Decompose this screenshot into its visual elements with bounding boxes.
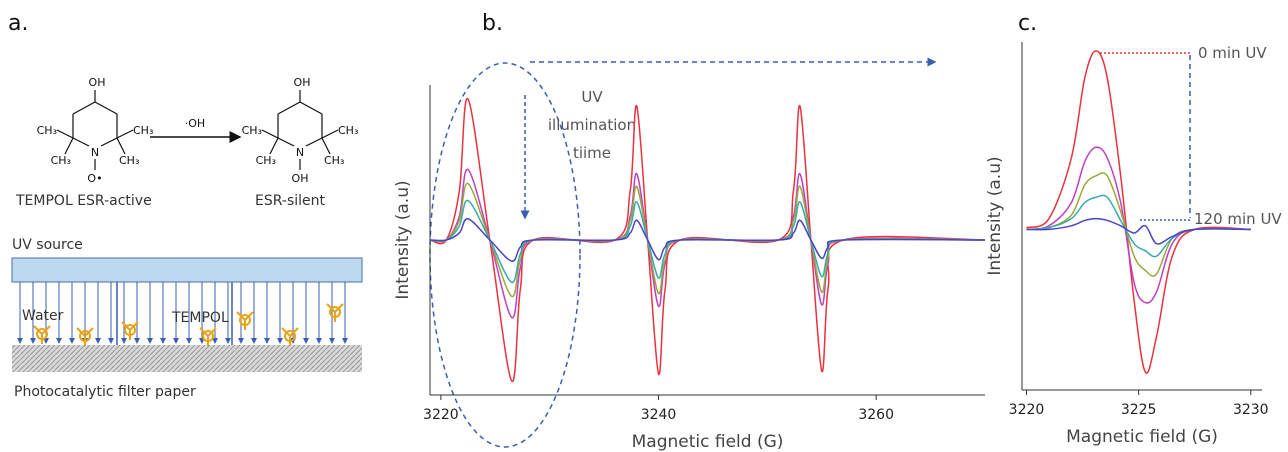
- annotation: UV: [581, 88, 603, 106]
- atom-label: CH₃: [242, 124, 262, 137]
- atom-label: CH₃: [119, 154, 139, 167]
- x-tick-label: 3220: [423, 407, 459, 423]
- bond: [56, 129, 74, 139]
- x-tick-label: 3260: [858, 407, 894, 423]
- series-line: [429, 98, 986, 382]
- x-tick-label: 3230: [1233, 402, 1269, 418]
- bond: [116, 129, 134, 139]
- atom-label: CH₃: [324, 154, 344, 167]
- bond: [321, 137, 331, 155]
- uv-rays: [17, 282, 348, 346]
- bond: [305, 137, 323, 147]
- atom-label: CH₃: [338, 124, 358, 137]
- annotation: tiime: [573, 144, 611, 162]
- y-axis-label: Intensity (a.u): [985, 156, 1005, 275]
- tempol-icon: [84, 327, 94, 337]
- atom-label: CH₃: [256, 154, 276, 167]
- uv-label: UV source: [12, 237, 83, 253]
- series-line: [1026, 146, 1251, 304]
- bond: [321, 129, 339, 139]
- filter-label: Photocatalytic filter paper: [14, 384, 196, 400]
- panel-label: b.: [482, 11, 503, 36]
- atom-label: CH₃: [133, 124, 153, 137]
- reagent: ·OH: [185, 117, 205, 130]
- series-line: [429, 218, 986, 262]
- tempol-icon: [41, 325, 51, 335]
- series-line: [1026, 217, 1251, 245]
- bond: [299, 101, 323, 115]
- y-axis-label: Intensity (a.u): [393, 180, 413, 299]
- tempol-icon: [121, 321, 131, 331]
- annotation: 120 min UV: [1194, 210, 1282, 228]
- x-tick-label: 3240: [641, 407, 677, 423]
- bond: [72, 137, 90, 147]
- tempol-icon: [207, 327, 217, 337]
- tempol-icon: [236, 311, 246, 321]
- atom-label: O•: [87, 172, 102, 185]
- series-line: [429, 199, 986, 284]
- filter-paper: [12, 345, 362, 372]
- x-axis-label: Magnetic field (G): [632, 432, 784, 452]
- bond: [277, 137, 295, 147]
- tempol-icon: [244, 311, 254, 321]
- uv-source: [11, 257, 363, 283]
- panel-label: c.: [1018, 11, 1037, 36]
- bond: [269, 137, 279, 155]
- bond: [116, 137, 126, 155]
- atom-label: N: [91, 146, 99, 159]
- tempol-icon: [289, 327, 299, 337]
- water-label: Water: [22, 308, 64, 324]
- tempol-icon: [76, 327, 86, 337]
- tempol-icon: [199, 327, 209, 337]
- x-tick-label: 3225: [1121, 402, 1157, 418]
- atom-label: OH: [294, 76, 311, 89]
- series-line: [1026, 50, 1251, 374]
- annotation: illumination: [548, 116, 636, 134]
- bond: [94, 101, 118, 115]
- atom-label: N: [296, 146, 304, 159]
- tempol-icon: [326, 303, 336, 313]
- tempol-icon: [129, 321, 139, 331]
- atom-label: OH: [89, 76, 106, 89]
- atom-label: CH₃: [37, 124, 57, 137]
- series-line: [1026, 194, 1251, 258]
- caption: TEMPOL ESR-active: [15, 193, 152, 209]
- bond: [261, 129, 279, 139]
- tempol-icon: [281, 327, 291, 337]
- highlight-ellipse: [429, 62, 581, 448]
- x-tick-label: 3220: [1009, 402, 1045, 418]
- bond: [277, 101, 301, 115]
- atom-label: OH: [292, 172, 309, 185]
- bond: [72, 101, 96, 115]
- atom-label: CH₃: [51, 154, 71, 167]
- annotation: 0 min UV: [1198, 44, 1267, 62]
- panel-label: a.: [8, 11, 28, 36]
- tempol-label: TEMPOL: [171, 310, 229, 326]
- bond: [100, 137, 118, 147]
- bond: [64, 137, 74, 155]
- tempol-icon: [33, 325, 43, 335]
- tempol-icon: [334, 303, 344, 313]
- caption: ESR-silent: [255, 193, 326, 209]
- x-axis-label: Magnetic field (G): [1066, 427, 1218, 447]
- molecules: OH N O• CH₃ CH₃ CH₃ CH₃ OH N OH CH₃ CH₃ CH₃ CH₃: [37, 76, 359, 185]
